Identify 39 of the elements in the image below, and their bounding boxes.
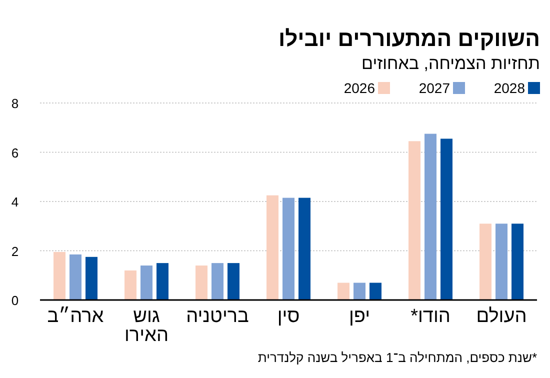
bar — [282, 198, 294, 300]
bar — [70, 254, 82, 300]
x-tick-label: גוש האירו — [124, 306, 168, 346]
bar — [370, 282, 382, 300]
bar — [266, 195, 278, 300]
y-tick-label: 6 — [11, 145, 19, 160]
legend-label: 2028 — [494, 80, 526, 96]
bar — [156, 263, 168, 300]
chart-title: השווקים המתעוררים יובילו — [278, 26, 540, 51]
x-tick-label: בריטניה — [186, 306, 249, 327]
x-tick-label: ארה״ב — [47, 306, 104, 327]
bar — [408, 141, 420, 300]
x-tick-label: הודו* — [410, 306, 450, 327]
bar — [228, 263, 240, 300]
y-tick-label: 0 — [11, 293, 19, 308]
text: *שנת כספים, המתחילה ב־1 באפריל בשנה קלנדרית — [258, 350, 537, 365]
bar — [512, 224, 524, 300]
y-tick-label: 8 — [11, 96, 19, 111]
bar — [338, 282, 350, 300]
bar — [440, 138, 452, 300]
x-tick-label: העולם — [476, 306, 527, 327]
bar — [124, 270, 136, 300]
x-tick-label: יפן — [348, 306, 370, 327]
bar — [54, 252, 66, 300]
bar — [424, 134, 436, 300]
bar — [354, 282, 366, 300]
y-tick-label: 4 — [11, 194, 19, 210]
bar — [480, 224, 492, 300]
bar — [496, 224, 508, 300]
bar — [196, 266, 208, 300]
bar — [86, 256, 98, 300]
x-tick-label: סין — [277, 306, 300, 327]
y-tick-label: 2 — [11, 244, 19, 259]
bar — [298, 198, 310, 300]
legend-label: 2026 — [344, 80, 376, 96]
chart-subtitle: תחזיות הצמיחה, באחוזים — [362, 54, 540, 73]
bar — [140, 266, 152, 300]
bar — [212, 263, 224, 300]
legend-label: 2027 — [418, 80, 450, 96]
